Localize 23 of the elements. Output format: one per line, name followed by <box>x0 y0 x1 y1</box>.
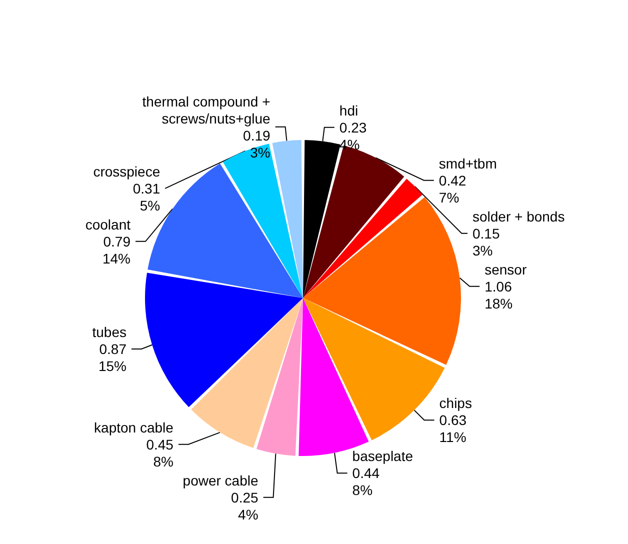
slice-label: thermal compound + screws/nuts+glue <box>142 93 271 126</box>
slice-label: power cable <box>182 472 258 488</box>
data-label: 0.87 15% <box>98 341 127 374</box>
slice-label: kapton cable <box>94 419 174 436</box>
data-label: 1.06 18% <box>484 278 513 312</box>
data-label: 0.45 8% <box>146 436 174 470</box>
slice-label: coolant <box>85 216 131 232</box>
data-label: 0.25 4% <box>231 489 258 522</box>
data-label: 0.44 8% <box>352 465 380 498</box>
data-label: 0.23 4% <box>339 119 367 152</box>
slice-label: chips <box>439 395 472 412</box>
slice-label: hdi <box>339 102 358 118</box>
slice-label: baseplate <box>352 448 414 464</box>
slice-label: crosspiece <box>93 163 160 180</box>
data-label: 0.63 11% <box>439 412 467 446</box>
slice-label: solder + bonds <box>472 208 565 224</box>
slice-label: smd+tbm <box>438 155 497 172</box>
data-label: 0.79 14% <box>102 233 131 266</box>
data-label: 0.31 5% <box>132 180 160 214</box>
data-label: 0.42 7% <box>438 172 466 206</box>
slice-label: tubes <box>92 324 126 340</box>
data-label: 0.19 3% <box>243 127 271 160</box>
slice-label: sensor <box>484 261 527 278</box>
